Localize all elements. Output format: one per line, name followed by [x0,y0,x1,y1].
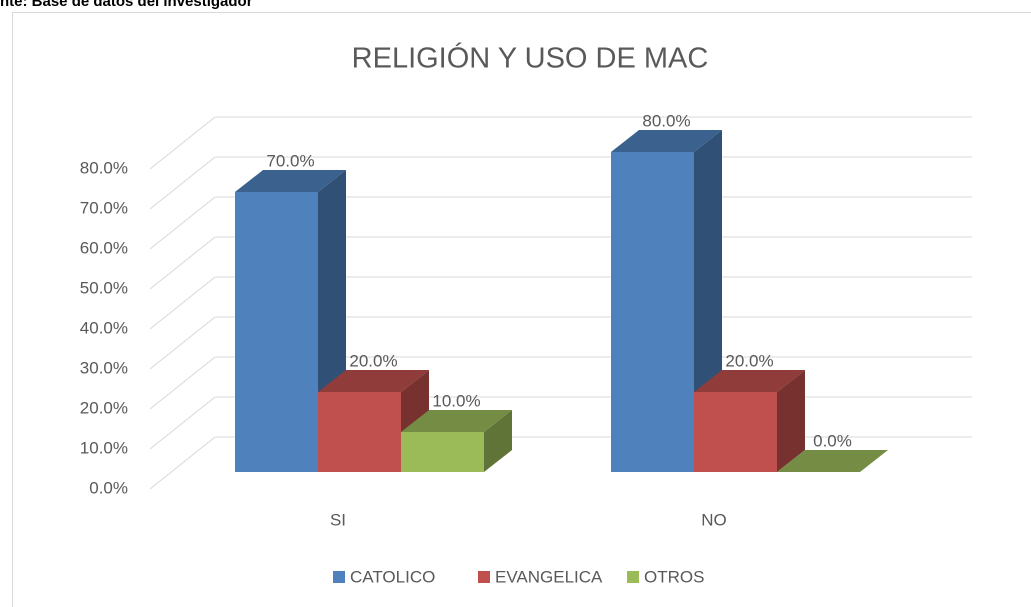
y-tick-label: 10.0% [80,438,128,457]
grid-line [149,276,216,330]
grid-line [149,316,216,370]
bar [401,410,512,472]
bar-top [401,410,512,432]
data-label: 80.0% [642,111,690,130]
bar [777,450,888,472]
bar-front [611,152,694,472]
grid-line [149,196,216,250]
y-tick-label: 50.0% [80,278,128,297]
bar-top [318,370,429,392]
chart-frame [12,12,1031,607]
data-label: 20.0% [725,351,773,370]
bar-front [401,432,484,472]
bar-side [484,410,512,472]
data-label: 20.0% [349,351,397,370]
bar-top [611,130,722,152]
legend-label: EVANGELICA [495,567,603,586]
y-tick-label: 30.0% [80,358,128,377]
grid-line [149,156,216,210]
data-label: 0.0% [813,431,852,450]
y-tick-label: 60.0% [80,238,128,257]
legend-swatch [333,571,345,583]
y-tick-label: 0.0% [89,478,128,497]
y-tick-label: 80.0% [80,158,128,177]
bar-side [777,370,805,472]
bar-top [694,370,805,392]
bar [694,370,805,472]
chart-title: RELIGIÓN Y USO DE MAC [352,42,709,75]
data-label: 10.0% [432,391,480,410]
grid-line [149,236,216,290]
bar-top [777,450,888,472]
source-note: nte: Base de datos del investigador [0,0,253,10]
grid-line [149,396,216,450]
y-tick-label: 40.0% [80,318,128,337]
x-tick-label: SI [330,510,346,529]
grid-line [149,436,216,490]
y-tick-label: 70.0% [80,198,128,217]
y-tick-label: 20.0% [80,398,128,417]
grid-line [149,116,216,170]
x-tick-label: NO [701,510,727,529]
legend-swatch [627,571,639,583]
grid-line [149,356,216,410]
bar-front [694,392,777,472]
legend-swatch [478,571,490,583]
bar [611,130,722,472]
bar-front [318,392,401,472]
legend-label: CATOLICO [350,567,435,586]
legend-label: OTROS [644,567,704,586]
bar-top [235,170,346,192]
bar-front [235,192,318,472]
data-label: 70.0% [266,151,314,170]
